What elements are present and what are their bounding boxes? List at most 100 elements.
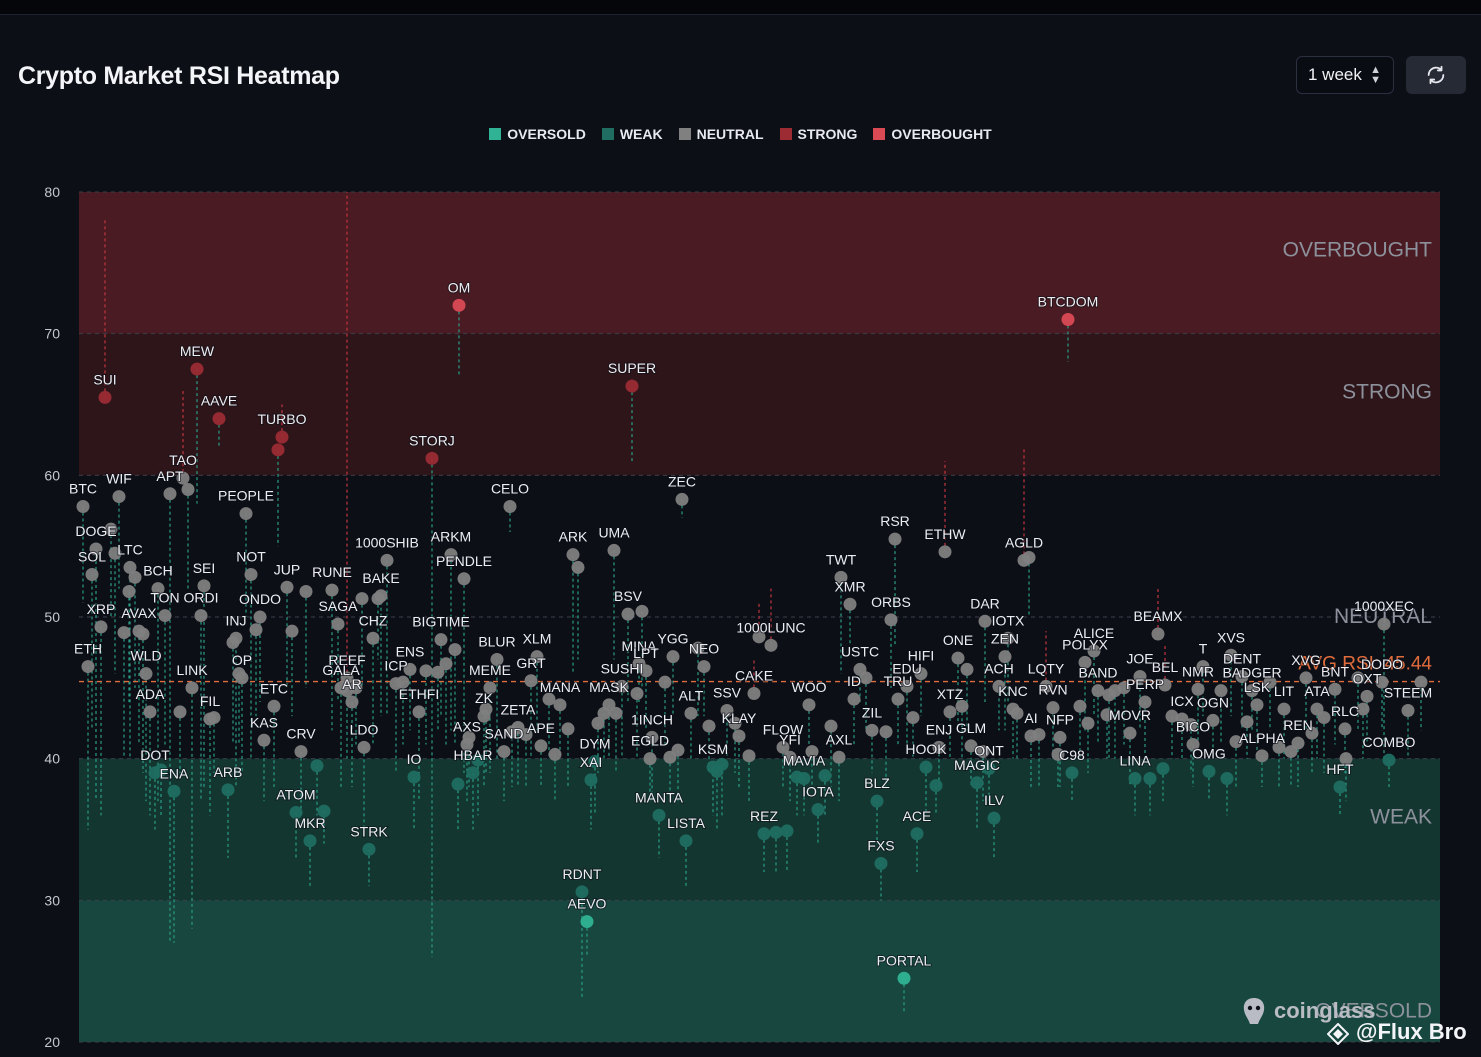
point-label: LINA — [1119, 753, 1151, 769]
legend-item-strong[interactable]: STRONG — [779, 124, 858, 144]
point-label: SSV — [713, 685, 742, 701]
point-label: TURBO — [258, 411, 307, 427]
rsi-point — [466, 766, 480, 780]
rsi-point — [1091, 684, 1105, 698]
rsi-point — [1305, 726, 1319, 740]
rsi-point — [843, 597, 857, 611]
rsi-point — [1117, 681, 1131, 695]
point-label: DODO — [1361, 656, 1403, 672]
legend-item-overbought[interactable]: OVERBOUGHT — [873, 124, 992, 144]
point-label: LQTY — [1028, 660, 1065, 676]
coinglass-logo: coinglass — [1240, 996, 1375, 1026]
point-label: NFP — [1046, 711, 1074, 727]
point-label: ILV — [984, 792, 1005, 808]
point-label: RSR — [880, 513, 910, 529]
rsi-point — [462, 730, 476, 744]
coinglass-wordmark: coinglass — [1274, 998, 1376, 1023]
point-label: TAO — [169, 452, 197, 468]
rsi-point — [805, 745, 819, 759]
rsi-point — [403, 662, 417, 676]
rsi-point — [1158, 678, 1172, 692]
rsi-point — [575, 885, 589, 899]
rsi-point — [834, 570, 848, 584]
point-label: ONT — [974, 743, 1004, 759]
rsi-point — [663, 750, 677, 764]
rsi-point — [584, 773, 598, 787]
rsi-point — [609, 706, 623, 720]
rsi-point — [239, 507, 253, 521]
point-label: BTCDOM — [1038, 294, 1099, 310]
rsi-point — [645, 730, 659, 744]
legend-item-neutral[interactable]: NEUTRAL — [678, 124, 764, 144]
rsi-point — [1022, 551, 1036, 564]
rsi-point — [310, 759, 324, 773]
rsi-point — [1128, 772, 1142, 785]
legend-swatch — [873, 128, 886, 140]
point-label: BEL — [1152, 659, 1179, 675]
rsi-point — [451, 777, 465, 791]
point-label: ETC — [260, 680, 288, 696]
y-tick-label: 40 — [44, 751, 60, 767]
rsi-point — [728, 716, 742, 730]
point-label: CHZ — [359, 612, 388, 628]
rsi-point — [697, 660, 711, 674]
rsi-point — [128, 570, 142, 584]
point-label: RUNE — [312, 564, 352, 580]
rsi-point — [906, 711, 920, 725]
point-label: USTC — [841, 643, 879, 659]
point-label: ICP — [384, 658, 407, 674]
rsi-point — [280, 580, 294, 594]
rsi-point — [607, 543, 621, 557]
point-label: REZ — [750, 808, 778, 824]
point-label: ADA — [136, 686, 165, 702]
rsi-point — [832, 750, 846, 764]
rsi-point — [1245, 684, 1259, 698]
rsi-point — [457, 572, 471, 586]
rsi-point — [340, 671, 354, 685]
point-label: APE — [527, 720, 555, 736]
period-select[interactable]: 1 week ▲ ▼ — [1296, 56, 1394, 94]
rsi-point — [976, 745, 990, 759]
point-label: ACE — [903, 808, 932, 824]
rsi-point — [900, 679, 914, 693]
point-label: RVN — [1038, 682, 1067, 698]
zone-label-oversold: OVERSOLD — [1315, 1000, 1432, 1023]
point-label: SEI — [193, 560, 216, 576]
rsi-point — [818, 769, 832, 783]
rsi-point — [355, 592, 369, 606]
rsi-point — [303, 834, 317, 848]
point-label: BSV — [614, 588, 643, 604]
legend-item-weak[interactable]: WEAK — [601, 124, 663, 144]
point-label: 1INCH — [631, 711, 673, 727]
rsi-point — [362, 842, 376, 856]
point-label: EDU — [892, 660, 922, 676]
rsi-point — [964, 739, 978, 753]
point-label: OGN — [1197, 694, 1229, 710]
point-label: STRK — [350, 823, 388, 839]
rsi-point — [811, 803, 825, 817]
point-label: ONE — [943, 632, 973, 648]
point-label: JUP — [274, 561, 300, 577]
watermark-credit: @Flux Bro — [1356, 1019, 1467, 1044]
rsi-point — [448, 643, 462, 657]
point-label: DYM — [579, 736, 610, 752]
point-label: LPT — [633, 645, 659, 661]
point-label: ALT — [679, 687, 704, 703]
legend-item-oversold[interactable]: OVERSOLD — [489, 124, 586, 144]
rsi-point — [190, 362, 204, 376]
rsi-point — [1382, 753, 1396, 767]
refresh-button[interactable] — [1406, 56, 1466, 94]
rsi-point — [76, 500, 90, 513]
rsi-point — [652, 808, 666, 822]
point-label: OP — [232, 652, 252, 668]
legend-label: STRONG — [797, 126, 858, 142]
rsi-point — [108, 546, 122, 560]
rsi-point — [331, 617, 345, 631]
rsi-point — [561, 722, 575, 736]
rsi-point — [1214, 684, 1228, 698]
point-label: AI — [1024, 710, 1037, 726]
rsi-point — [757, 827, 771, 841]
rsi-point — [1360, 689, 1374, 703]
rsi-point — [444, 548, 458, 562]
point-label: ALPHA — [1239, 730, 1286, 746]
